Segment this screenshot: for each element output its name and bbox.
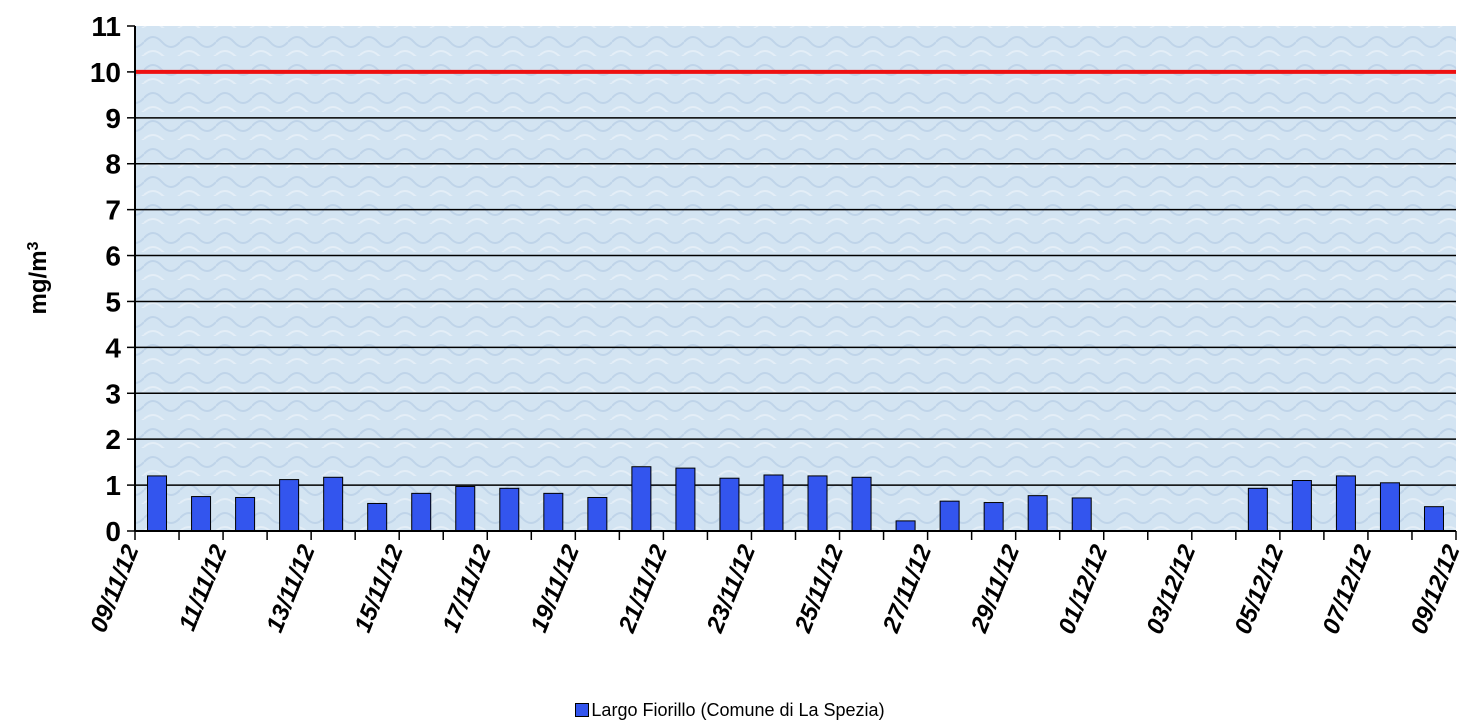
bar <box>1291 480 1312 532</box>
x-tick-label: 29/11/12 <box>965 541 1025 638</box>
legend-label: Largo Fiorillo (Comune di La Spezia) <box>591 700 885 720</box>
legend-swatch <box>575 703 590 717</box>
y-tick-label: 3 <box>105 378 121 409</box>
bar <box>147 475 168 532</box>
y-tick-label: 4 <box>105 332 121 363</box>
axes <box>127 25 1457 540</box>
bar <box>1423 506 1444 532</box>
bar <box>895 520 916 532</box>
y-tick-label: 10 <box>90 57 121 88</box>
y-tick-labels: 0 1 2 3 4 5 6 7 8 9 10 11 <box>90 11 122 547</box>
bar <box>235 496 256 532</box>
x-tick-label: 01/12/12 <box>1053 541 1113 638</box>
bar <box>631 466 652 532</box>
x-tick-label: 15/11/12 <box>349 541 409 637</box>
bar <box>587 496 608 532</box>
y-axis-label: mg/m3 <box>25 241 53 314</box>
y-tick-label: 1 <box>105 470 121 501</box>
legend: Largo Fiorillo (Comune di La Spezia) <box>0 700 1460 721</box>
y-tick-label: 8 <box>105 149 121 180</box>
x-tick-label: 13/11/12 <box>261 541 321 637</box>
y-axis-label-text: mg/m <box>25 250 52 314</box>
bar <box>543 492 564 532</box>
x-tick-label: 09/11/12 <box>85 541 145 637</box>
bar <box>1071 497 1092 532</box>
y-tick-label: 7 <box>105 195 121 226</box>
x-tick-label: 21/11/12 <box>613 541 673 638</box>
bar <box>675 467 696 532</box>
y-tick-label: 11 <box>91 11 121 42</box>
x-tick-label: 17/11/12 <box>437 541 497 637</box>
bars <box>147 466 1444 532</box>
bar <box>983 502 1004 532</box>
y-tick-label: 5 <box>105 286 121 317</box>
bar <box>719 477 740 532</box>
plot-area <box>135 26 1456 531</box>
bar <box>499 487 520 532</box>
bar <box>1335 475 1356 532</box>
bar <box>279 479 300 532</box>
x-tick-label: 25/11/12 <box>789 541 849 638</box>
bar <box>191 496 212 532</box>
bar <box>323 476 344 532</box>
bar <box>851 476 872 532</box>
x-tick-label: 03/12/12 <box>1141 541 1201 638</box>
y-axis-label-superscript: 3 <box>25 241 42 250</box>
x-tick-labels: 09/11/12 11/11/12 13/11/12 15/11/12 17/11/12… <box>85 541 1460 638</box>
bar <box>1027 495 1048 532</box>
bar <box>763 474 784 532</box>
bar <box>455 485 476 532</box>
x-tick-label: 09/12/12 <box>1406 541 1460 638</box>
bar <box>367 502 388 532</box>
bar <box>807 475 828 532</box>
y-tick-label: 2 <box>105 424 121 455</box>
x-tick-label: 19/11/12 <box>526 541 586 637</box>
bar <box>939 500 960 532</box>
x-tick-label: 07/12/12 <box>1317 541 1377 638</box>
y-tick-label: 9 <box>105 103 121 134</box>
y-tick-label: 6 <box>105 241 121 272</box>
x-tick-label: 27/11/12 <box>877 541 937 638</box>
x-tick-label: 11/11/12 <box>174 541 233 635</box>
bar <box>1247 487 1268 532</box>
x-tick-label: 05/12/12 <box>1229 541 1289 638</box>
y-tick-label: 0 <box>105 516 121 547</box>
x-tick-label: 23/11/12 <box>701 541 761 638</box>
bar <box>411 492 432 532</box>
bar <box>1379 482 1400 532</box>
